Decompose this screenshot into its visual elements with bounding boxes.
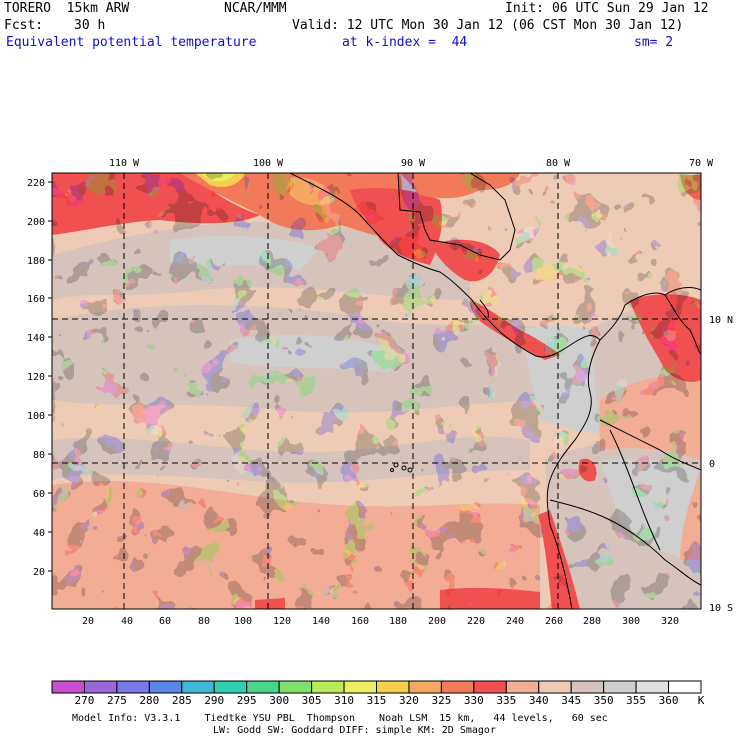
lat-label: 10 N (709, 315, 733, 326)
y-tick-label: 140 (27, 333, 45, 344)
lon-label: 110 W (109, 158, 140, 169)
init-time: Init: 06 UTC Sun 29 Jan 12 (505, 1, 709, 16)
forecast-label: Fcst: (4, 18, 44, 33)
colorbar-swatch (116, 680, 150, 694)
colorbar-swatch (343, 680, 377, 694)
colorbar-label: 270 (75, 694, 95, 707)
colorbar-label: 320 (399, 694, 419, 707)
colorbar-swatch (668, 680, 702, 694)
colorbar-label: 275 (107, 694, 127, 707)
y-tick-label: 120 (27, 372, 45, 383)
colorbar-swatch (376, 680, 410, 694)
x-tick-label: 20 (82, 616, 94, 627)
forecast-hours: 30 h (74, 18, 106, 33)
colorbar-swatch (311, 680, 345, 694)
colorbar-unit: K (698, 694, 705, 707)
lon-label: 70 W (689, 158, 714, 169)
colorbar: 270 275 280 285 290 295 300 305 310 315 320 325 330 3… (51, 680, 705, 707)
colorbar-swatch (51, 680, 85, 694)
lon-label: 80 W (546, 158, 571, 169)
colorbar-label: 300 (269, 694, 289, 707)
lon-label: 100 W (253, 158, 284, 169)
x-tick-label: 140 (312, 616, 330, 627)
level-label: at k-index = 44 (342, 35, 468, 50)
colorbar-label: 280 (139, 694, 159, 707)
lat-label: 10 S (709, 603, 733, 614)
x-tick-label: 40 (121, 616, 133, 627)
y-tick-label: 80 (33, 450, 45, 461)
colorbar-swatch (213, 680, 248, 694)
y-tick-label: 100 (27, 411, 45, 422)
colorbar-label: 295 (237, 694, 257, 707)
coastline (289, 173, 701, 609)
colorbar-swatch (408, 680, 442, 694)
colorbar-label: 285 (172, 694, 192, 707)
colorbar-label: 345 (561, 694, 581, 707)
colorbar-label: 290 (204, 694, 224, 707)
bottom-grid-ticks: 20 40 60 80 100 120 140 160 180 200 220 … (82, 616, 679, 627)
x-tick-label: 120 (273, 616, 291, 627)
colorbar-swatch (440, 680, 475, 694)
colorbar-label: 360 (659, 694, 679, 707)
colorbar-swatch (603, 680, 637, 694)
colorbar-swatch (570, 680, 605, 694)
colorbar-label: 335 (496, 694, 516, 707)
y-tick-label: 160 (27, 294, 45, 305)
x-tick-label: 240 (506, 616, 524, 627)
colorbar-swatch (505, 680, 540, 694)
physics-info-line: LW: Godd SW: Goddard DIFF: simple KM: 2D… (213, 725, 496, 736)
x-tick-label: 100 (234, 616, 252, 627)
model-info-line: Model Info: V3.3.1 Tiedtke YSU PBL Thomp… (72, 713, 608, 724)
x-tick-label: 280 (583, 616, 601, 627)
y-tick-label: 40 (33, 528, 45, 539)
x-tick-label: 160 (351, 616, 369, 627)
smoothing-label: sm= 2 (634, 35, 674, 50)
x-tick-label: 260 (545, 616, 563, 627)
colorbar-label: 325 (431, 694, 451, 707)
colorbar-label: 350 (594, 694, 614, 707)
model-title: TORERO 15km ARW (4, 1, 130, 16)
theta-e-field (52, 173, 701, 609)
organization-label: NCAR/MMM (224, 1, 287, 16)
x-tick-label: 200 (428, 616, 446, 627)
y-tick-label: 180 (27, 256, 45, 267)
x-tick-label: 300 (622, 616, 640, 627)
x-tick-label: 320 (661, 616, 679, 627)
top-lon-labels: 110 W 100 W 90 W 80 W 70 W (109, 158, 714, 169)
y-tick-label: 220 (27, 178, 45, 189)
y-tick-label: 60 (33, 489, 45, 500)
colorbar-swatch (278, 680, 313, 694)
colorbar-swatch (148, 680, 183, 694)
colorbar-label: 340 (529, 694, 549, 707)
colorbar-swatch (181, 680, 215, 694)
x-tick-label: 220 (467, 616, 485, 627)
colorbar-label: 330 (464, 694, 484, 707)
left-grid-ticks: 220 200 180 160 140 120 100 80 60 40 20 (27, 178, 45, 578)
colorbar-label: 310 (334, 694, 354, 707)
colorbar-swatch (246, 680, 280, 694)
valid-time: Valid: 12 UTC Mon 30 Jan 12 (06 CST Mon … (292, 18, 684, 33)
lat-lon-grid (52, 173, 701, 609)
map-frame (51, 172, 702, 610)
colorbar-swatch (83, 680, 118, 694)
x-tick-label: 80 (198, 616, 210, 627)
left-tick-marks (48, 181, 52, 572)
colorbar-swatch (538, 680, 572, 694)
colorbar-label: 355 (626, 694, 646, 707)
colorbar-swatch (635, 680, 670, 694)
colorbar-swatch (473, 680, 507, 694)
x-tick-label: 180 (389, 616, 407, 627)
colorbar-label: 305 (302, 694, 322, 707)
y-tick-label: 200 (27, 217, 45, 228)
y-tick-label: 20 (33, 567, 45, 578)
x-tick-label: 60 (159, 616, 171, 627)
field-name: Equivalent potential temperature (6, 35, 257, 50)
lon-label: 90 W (401, 158, 426, 169)
right-lat-labels: 10 N 0 10 S (709, 315, 733, 614)
lat-label: 0 (709, 459, 715, 470)
colorbar-label: 315 (367, 694, 387, 707)
